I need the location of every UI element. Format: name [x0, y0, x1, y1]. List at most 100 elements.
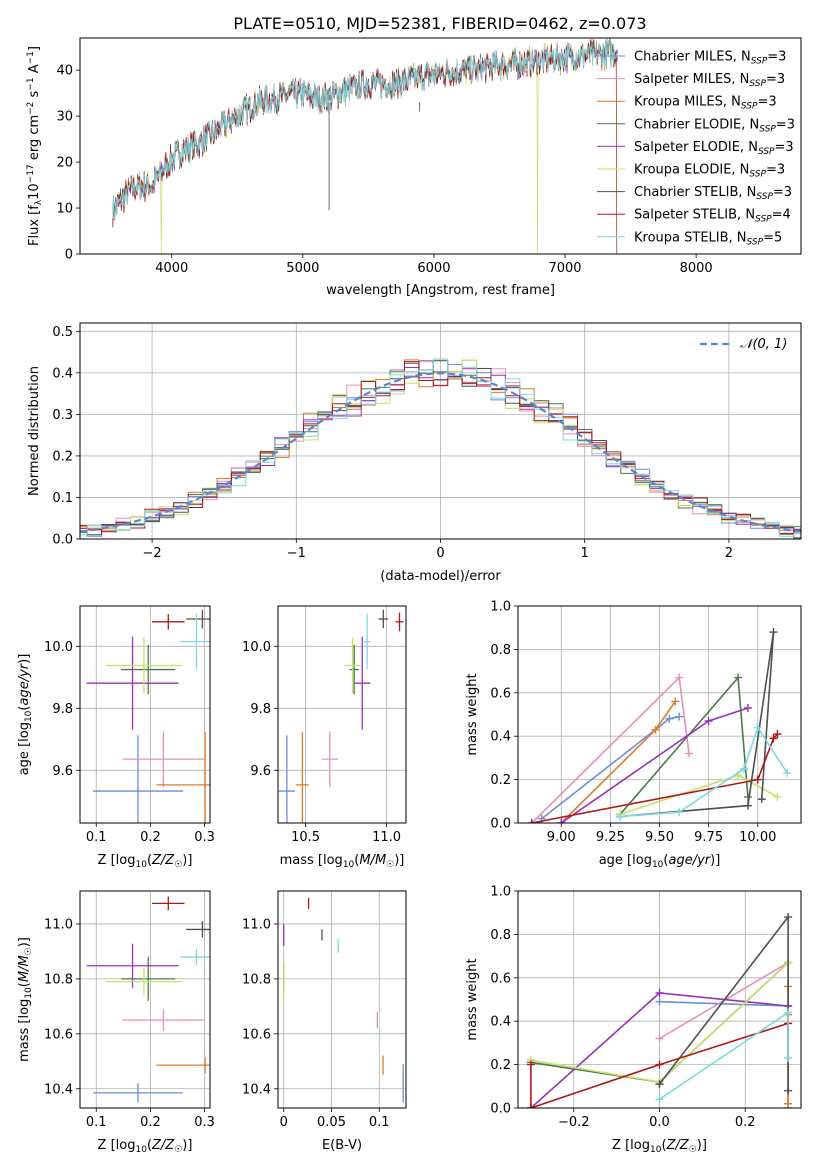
age_vs_Z-point-salpeter-miles: [122, 731, 205, 788]
age_vs_Z-xtick-label: 0.2: [140, 830, 161, 845]
weight_vs_age-series-chabrier-stelib-marker: [757, 795, 766, 804]
weight_vs_Z-axes: −0.2 0.0 0.2 0.0 0.2 0.4 0.6 0.8 1.0: [490, 885, 801, 1130]
weight_vs_age-series-chabrier-stelib: [620, 631, 775, 818]
weight_vs_age-xtick-label: 9.50: [645, 830, 674, 845]
spectrum-line-salpeter-elodie: [112, 38, 618, 225]
weight_vs_age-series-salpeter-elodie-marker: [704, 717, 713, 726]
age_vs_mass-frame: [277, 605, 407, 824]
weight_vs_age-series-chabrier-miles-marker: [675, 712, 684, 721]
age_vs_Z-ytick-label: 9.6: [52, 764, 73, 779]
weight_vs_age-ytick-label: 0.8: [490, 643, 511, 658]
weight_vs_age-ytick-label: 0.6: [490, 686, 511, 701]
weight_vs_age-xlabel: age [log10(age/yr)]: [599, 853, 721, 870]
weight_vs_Z-ytick-label: 0.4: [490, 1015, 511, 1030]
weight_vs_age-series-salpeter-stelib-marker: [769, 734, 778, 743]
weight_vs_age-series-kroupa-stelib-marker: [740, 764, 749, 773]
spectrum-line-chabrier-elodie: [112, 38, 618, 227]
weight_vs_age-series-salpeter-miles-marker: [675, 673, 684, 682]
age_vs_mass-xlabel: mass [log10(M/M☉)]: [280, 853, 405, 870]
weight_vs_Z-series-salpeter-stelib: [530, 1022, 789, 1108]
age_vs_mass-ytick-label: 9.6: [250, 764, 271, 779]
weight_vs_Z-ytick-label: 0.8: [490, 928, 511, 943]
spectrum-xtick-label: 6000: [417, 261, 450, 276]
mass_vs_Z-point-kroupa-miles: [156, 1056, 210, 1074]
weight_vs_age-series-kroupa-miles: [560, 701, 676, 823]
residuals-ytick-label: 0.4: [52, 366, 73, 381]
mass_vs_Z-frame: [79, 890, 211, 1109]
age_vs_mass-point-salpeter-miles: [321, 731, 338, 788]
legend-label: Kroupa STELIB, NSSP=5: [634, 230, 782, 247]
weight_vs_age-series-chabrier-miles-marker: [665, 714, 674, 723]
weight_vs_age-series-salpeter-stelib: [531, 733, 778, 823]
residual-legend-label: 𝒩(0, 1): [740, 337, 787, 352]
mass_vs_ebv-xlabel: E(B-V): [322, 1138, 362, 1153]
age_vs_mass-point-salpeter-elodie: [354, 636, 371, 730]
age_vs_mass-xtick-label: 10.5: [291, 830, 320, 845]
weight_vs_Z-series-chabrier-miles-marker: [655, 997, 664, 1006]
weight_vs_Z-series-chabrier-miles: [659, 1000, 789, 1104]
mass_vs_ebv-xtick-label: 0.1: [369, 1115, 390, 1130]
weight_vs_age-series-kroupa-elodie-marker: [773, 792, 782, 801]
mass_vs_ebv-axes: 0 0.05 0.1 10.4 10.6 10.8 11.0: [242, 891, 406, 1130]
weight_vs_Z-series-salpeter-elodie-marker: [655, 988, 664, 997]
spectrum-ytick-label: 10: [56, 202, 73, 217]
spectrum-line-chabrier-miles: [112, 38, 618, 228]
figure-title: PLATE=0510, MJD=52381, FIBERID=0462, z=0…: [233, 14, 646, 33]
legend-label: Salpeter STELIB, NSSP=4: [634, 208, 791, 225]
residuals-xtick-label: 0: [436, 546, 444, 561]
age_vs_Z-xtick-label: 0.3: [194, 830, 215, 845]
residuals-axes: −2 −1 0 1 2 0.0 0.1 0.2 0.3 0.4 0.5: [52, 323, 801, 561]
age_vs_mass-xtick-label: 11.0: [372, 830, 401, 845]
weight_vs_Z-xlabel: Z [log10(Z/Z☉)]: [612, 1138, 707, 1155]
weight_vs_age-series-kroupa-miles-marker: [671, 697, 680, 706]
spectrum-ytick-label: 30: [56, 110, 73, 125]
legend-label: Kroupa MILES, NSSP=3: [634, 95, 777, 112]
age_vs_mass-ytick-label: 10.0: [242, 640, 271, 655]
weight_vs_Z-ytick-label: 0.0: [490, 1102, 511, 1117]
mass_vs_Z-point-kroupa-stelib: [180, 948, 210, 966]
residuals-ytick-label: 0.2: [52, 449, 73, 464]
age_vs_Z-frame: [79, 605, 211, 824]
age_vs_mass-point-kroupa-stelib: [363, 613, 371, 670]
age_vs_Z-ytick-label: 10.0: [44, 640, 73, 655]
age_vs_mass-point-kroupa-elodie: [344, 637, 361, 694]
mass_vs_Z-ytick-label: 10.4: [44, 1082, 73, 1097]
residuals-ytick-label: 0.3: [52, 408, 73, 423]
mass_vs_ebv-frame: [277, 890, 407, 1109]
mass_vs_Z-point-chabrier-elodie: [121, 956, 176, 1001]
weight_vs_Z-series-salpeter-stelib-marker: [526, 1060, 535, 1069]
mass_vs_Z-xtick-label: 0.3: [194, 1115, 215, 1130]
mass_vs_ebv-xtick-label: 0.05: [317, 1115, 346, 1130]
weight_vs_age-series-chabrier-elodie-marker: [734, 673, 743, 682]
mass_vs_Z-ylabel: mass [log10(M/M☉)]: [17, 937, 34, 1062]
weight_vs_age-series-kroupa-miles-marker: [651, 725, 660, 734]
legend-label: Kroupa ELODIE, NSSP=3: [634, 163, 785, 180]
residuals-xtick-label: −1: [287, 546, 306, 561]
weight_vs_age-series-chabrier-stelib-marker: [743, 801, 752, 810]
spectrum-axes: 4000 5000 6000 7000 8000 0 10 20 30 40: [56, 64, 712, 276]
age_vs_Z-point-chabrier-stelib: [186, 609, 210, 629]
weight_vs_Z-ylabel: mass weight: [465, 958, 480, 1040]
spectrum-ytick-label: 20: [56, 156, 73, 171]
legend-label: Salpeter MILES, NSSP=3: [634, 72, 785, 89]
residuals-ylabel: Normed distribution: [27, 366, 42, 496]
legend-label: Chabrier MILES, NSSP=3: [634, 50, 786, 67]
residuals-xtick-label: 2: [725, 546, 733, 561]
age_vs_Z-point-salpeter-stelib: [152, 614, 185, 630]
weight_vs_age-xtick-label: 9.00: [547, 830, 576, 845]
spectrum-line-kroupa-miles: [112, 39, 618, 221]
spectrum-ylabel: Flux [fλ10−17 erg cm−2 s−1 A−1]: [26, 46, 44, 246]
legend-label: Salpeter ELODIE, NSSP=3: [634, 140, 794, 157]
residuals-ytick-label: 0.1: [52, 491, 73, 506]
spectrum-frame: [79, 37, 802, 255]
spectrum-line-chabrier-stelib: [112, 38, 618, 224]
weight_vs_Z-ytick-label: 1.0: [490, 885, 511, 900]
weight_vs_Z-series-chabrier-stelib-marker: [784, 1086, 793, 1095]
weight_vs_age-xtick-label: 9.25: [596, 830, 625, 845]
residuals-frame: [79, 322, 802, 540]
mass_vs_ebv-ytick-label: 10.8: [242, 972, 271, 987]
mass_vs_Z-ytick-label: 10.6: [44, 1027, 73, 1042]
weight_vs_Z-series-kroupa-stelib: [659, 1010, 789, 1100]
weight_vs_age-series-salpeter-elodie-marker: [743, 703, 752, 712]
